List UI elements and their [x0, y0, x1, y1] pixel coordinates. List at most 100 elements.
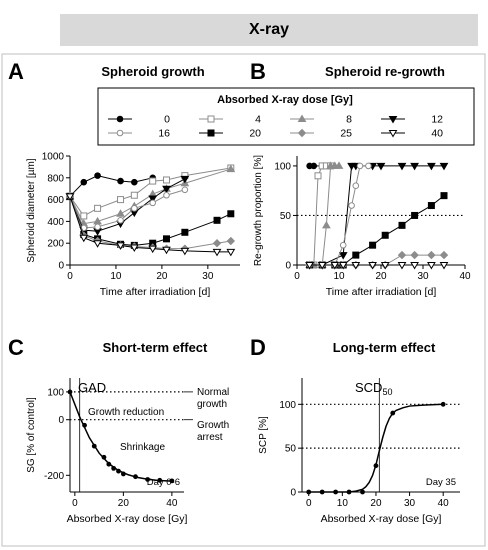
- x-tick-label: 0: [67, 271, 73, 282]
- x-tick-label: 0: [72, 498, 78, 509]
- data-point: [410, 262, 419, 270]
- data-point: [373, 463, 379, 469]
- data-point: [314, 172, 322, 180]
- data-point: [213, 216, 221, 224]
- data-point: [162, 235, 170, 243]
- data-point: [317, 262, 327, 270]
- data-point: [226, 236, 236, 246]
- y-axis-label: Spheroid diameter [µm]: [26, 158, 37, 262]
- x-tick-label: 20: [375, 271, 387, 282]
- figure-title: X-ray: [248, 21, 290, 38]
- data-point: [180, 175, 190, 184]
- data-point: [93, 240, 102, 248]
- data-point: [145, 477, 151, 482]
- data-point: [338, 252, 348, 260]
- y-tick-label: 0: [58, 415, 64, 426]
- x-tick-label: 10: [110, 271, 122, 282]
- data-point: [427, 250, 436, 260]
- series-40: [305, 262, 449, 270]
- series-line: [309, 254, 444, 266]
- data-point: [439, 262, 449, 270]
- data-point: [360, 489, 365, 495]
- y-tick-label: 50: [285, 444, 297, 455]
- legend-marker: [116, 115, 124, 123]
- data-point: [157, 477, 163, 483]
- data-point: [91, 443, 97, 449]
- series-40: [65, 193, 236, 257]
- data-point: [133, 474, 138, 480]
- y-tick-label: 100: [274, 161, 291, 172]
- figure-frame: [1, 53, 486, 547]
- chart-D: 0 10 20 30 40 0 50 100 Absorbed X-ray dose [Gy] S…: [258, 378, 460, 525]
- legend-label: 4: [255, 114, 261, 126]
- chart-A: 0 10 20 30 0 200 400 600 800 1000 Time after irrad…: [26, 152, 240, 298]
- y-tick-label: 800: [47, 173, 64, 184]
- annotation-scd: SCD50: [355, 380, 392, 397]
- data-point: [227, 210, 235, 218]
- panel-title-D: Long-term effect: [333, 340, 436, 355]
- data-point: [181, 228, 189, 236]
- x-tick-label: 10: [333, 271, 345, 282]
- x-tick-label: 20: [118, 498, 130, 509]
- annotation-growth-arrest-2: arrest: [197, 432, 223, 443]
- data-point: [427, 162, 436, 171]
- data-point: [439, 162, 449, 171]
- data-point: [380, 262, 390, 270]
- y-axis-label: SCP [%]: [258, 416, 269, 454]
- legend-marker: [297, 128, 307, 138]
- data-point: [67, 389, 73, 395]
- data-point: [397, 262, 407, 270]
- y-tick-label: 50: [280, 211, 292, 222]
- legend-entry-12: 12: [381, 114, 443, 126]
- legend-marker: [388, 116, 398, 124]
- data-point: [346, 489, 352, 495]
- data-point: [130, 191, 138, 199]
- data-point: [310, 162, 318, 170]
- x-axis-label: Time after irradiation [d]: [326, 286, 437, 298]
- y-tick-label: 1000: [42, 152, 65, 163]
- data-point: [439, 250, 449, 260]
- legend-entry-8: 8: [290, 114, 352, 126]
- x-tick-label: 0: [294, 271, 300, 282]
- y-tick-label: 100: [47, 387, 64, 398]
- legend-marker: [297, 114, 307, 122]
- legend-label: 20: [249, 128, 261, 140]
- data-point: [397, 162, 407, 171]
- x-axis-label: Absorbed X-ray dose [Gy]: [321, 513, 442, 525]
- data-point: [440, 192, 448, 200]
- data-point: [226, 248, 236, 257]
- data-point: [94, 172, 101, 179]
- data-point: [120, 471, 126, 477]
- fit-curve: [308, 403, 444, 493]
- data-point: [162, 185, 171, 194]
- legend-entry-4: 4: [199, 114, 261, 126]
- data-point: [410, 250, 419, 260]
- data-point: [376, 162, 386, 171]
- data-point: [348, 202, 355, 209]
- data-point: [148, 245, 158, 254]
- legend-entry-25: 25: [290, 128, 352, 140]
- data-point: [65, 193, 75, 201]
- data-point: [338, 262, 348, 270]
- legend-label: 12: [431, 114, 443, 126]
- x-axis-label: Absorbed X-ray dose [Gy]: [67, 513, 188, 525]
- data-point: [390, 410, 396, 416]
- x-tick-label: 30: [404, 498, 416, 509]
- data-point: [351, 262, 361, 270]
- data-point: [427, 262, 436, 270]
- data-point: [226, 164, 236, 173]
- annotation-period: Day 0-6: [147, 477, 180, 488]
- data-point: [365, 162, 372, 170]
- x-tick-label: 0: [306, 498, 312, 509]
- legend-label: 40: [431, 128, 443, 140]
- data-point: [212, 248, 222, 257]
- data-point: [117, 196, 125, 204]
- data-point: [116, 209, 125, 217]
- data-point: [149, 199, 157, 207]
- legend-box: [97, 87, 475, 146]
- data-point: [305, 262, 314, 270]
- data-point: [163, 191, 170, 199]
- data-point: [162, 176, 170, 184]
- y-tick-label: 0: [58, 261, 64, 272]
